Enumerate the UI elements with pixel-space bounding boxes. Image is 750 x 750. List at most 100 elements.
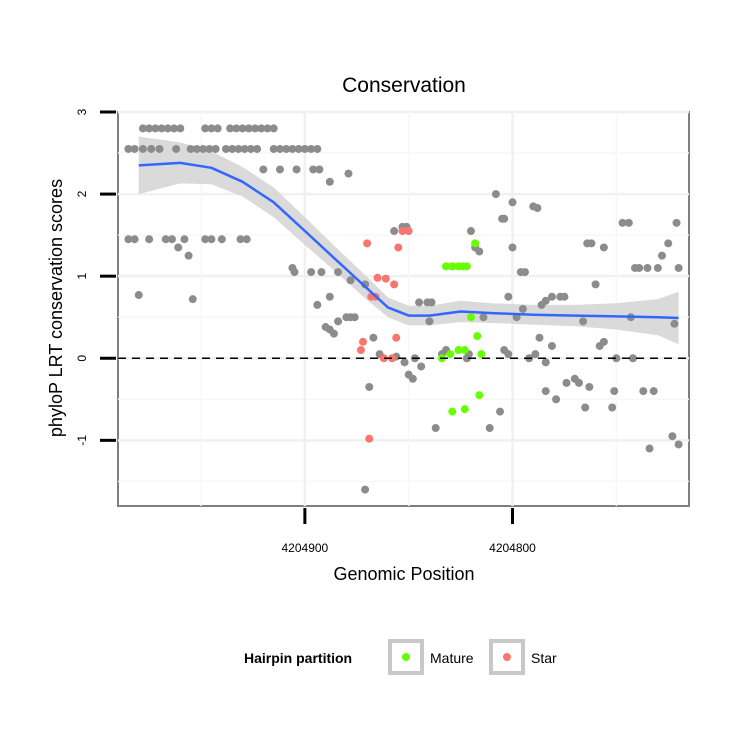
data-point-other <box>180 235 189 244</box>
data-point-other <box>664 239 673 248</box>
data-point-other <box>485 424 494 433</box>
data-point-other <box>427 298 436 307</box>
data-point-other <box>408 374 417 383</box>
data-point-other <box>300 144 309 153</box>
legend-entry-mature: Mature <box>388 639 474 675</box>
data-point-other <box>531 350 540 359</box>
data-point-other <box>184 251 193 260</box>
data-point-other <box>228 144 237 153</box>
data-point-other <box>130 144 139 153</box>
data-point-other <box>234 144 243 153</box>
x-axis-title: Genomic Position <box>333 564 474 584</box>
data-point-other <box>431 424 440 433</box>
data-point-other <box>134 291 143 300</box>
data-point-other <box>649 387 658 396</box>
data-point-other <box>533 204 542 213</box>
data-point-other <box>288 144 297 153</box>
data-point-other <box>618 218 627 227</box>
data-point-other <box>541 296 550 305</box>
data-point-mature <box>473 332 482 341</box>
y-tick-label: 0 <box>75 355 89 362</box>
legend-dot-mature <box>402 653 410 661</box>
data-point-other <box>552 395 561 404</box>
data-point-other <box>574 378 583 387</box>
confidence-ribbon <box>138 136 679 345</box>
data-point-mature <box>462 262 471 271</box>
data-point-other <box>346 276 355 285</box>
data-point-other <box>581 403 590 412</box>
data-point-other <box>624 218 633 227</box>
data-point-other <box>520 268 529 277</box>
legend-title: Hairpin partition <box>244 650 352 666</box>
data-point-other <box>508 198 517 207</box>
data-point-other <box>350 313 359 322</box>
data-point-other <box>612 354 621 363</box>
data-point-star <box>381 274 390 283</box>
data-point-other <box>591 280 600 289</box>
data-point-other <box>167 235 176 244</box>
legend-key-star <box>489 639 525 675</box>
data-point-star <box>394 243 403 252</box>
data-point-other <box>479 313 488 322</box>
legend: Hairpin partition Mature Star <box>244 639 557 675</box>
points-layer <box>124 124 683 494</box>
data-point-other <box>217 235 226 244</box>
data-point-other <box>541 387 550 396</box>
data-point-star <box>398 227 407 236</box>
legend-dot-star <box>503 653 511 661</box>
data-point-star <box>388 354 397 363</box>
data-point-other <box>275 144 284 153</box>
data-point-other <box>639 387 648 396</box>
data-point-mature <box>454 346 463 355</box>
data-point-other <box>425 317 434 326</box>
legend-label-mature: Mature <box>430 650 474 666</box>
data-point-other <box>172 144 181 153</box>
data-point-other <box>635 263 644 272</box>
data-point-other <box>670 319 679 328</box>
data-point-other <box>201 124 210 133</box>
data-point-other <box>294 144 303 153</box>
data-point-other <box>329 329 338 338</box>
data-point-other <box>124 235 133 244</box>
data-point-other <box>547 292 556 301</box>
legend-label-star: Star <box>531 650 557 666</box>
data-point-other <box>242 235 251 244</box>
data-point-mature <box>446 350 455 359</box>
data-point-other <box>585 382 594 391</box>
data-point-star <box>365 434 374 443</box>
data-point-other <box>599 243 608 252</box>
data-point-other <box>344 169 353 178</box>
data-point-other <box>145 235 154 244</box>
data-point-other <box>174 243 183 252</box>
data-point-other <box>151 124 160 133</box>
data-point-other <box>608 403 617 412</box>
data-point-other <box>610 387 619 396</box>
data-point-other <box>547 341 556 350</box>
data-point-other <box>535 333 544 342</box>
data-point-other <box>244 124 253 133</box>
confidence-ribbon-layer <box>138 136 679 345</box>
data-point-star <box>363 239 372 248</box>
data-point-other <box>170 124 179 133</box>
data-point-other <box>157 124 166 133</box>
data-point-other <box>240 144 249 153</box>
data-point-other <box>668 432 677 441</box>
legend-entry-star: Star <box>489 639 557 675</box>
data-point-other <box>161 235 170 244</box>
y-tick-label: 3 <box>75 108 89 115</box>
data-point-other <box>334 268 343 277</box>
data-point-other <box>145 124 154 133</box>
data-point-other <box>309 165 318 174</box>
x-axis: 4204900 4204800 <box>282 508 536 555</box>
data-point-other <box>466 227 475 236</box>
data-point-other <box>253 144 262 153</box>
data-point-other <box>674 440 683 449</box>
data-point-other <box>199 144 208 153</box>
x-tick-label: 4204900 <box>282 541 329 555</box>
y-tick-label: 1 <box>75 273 89 280</box>
data-point-star <box>379 354 388 363</box>
data-point-other <box>313 300 322 309</box>
data-point-other <box>257 124 266 133</box>
data-point-other <box>369 333 378 342</box>
